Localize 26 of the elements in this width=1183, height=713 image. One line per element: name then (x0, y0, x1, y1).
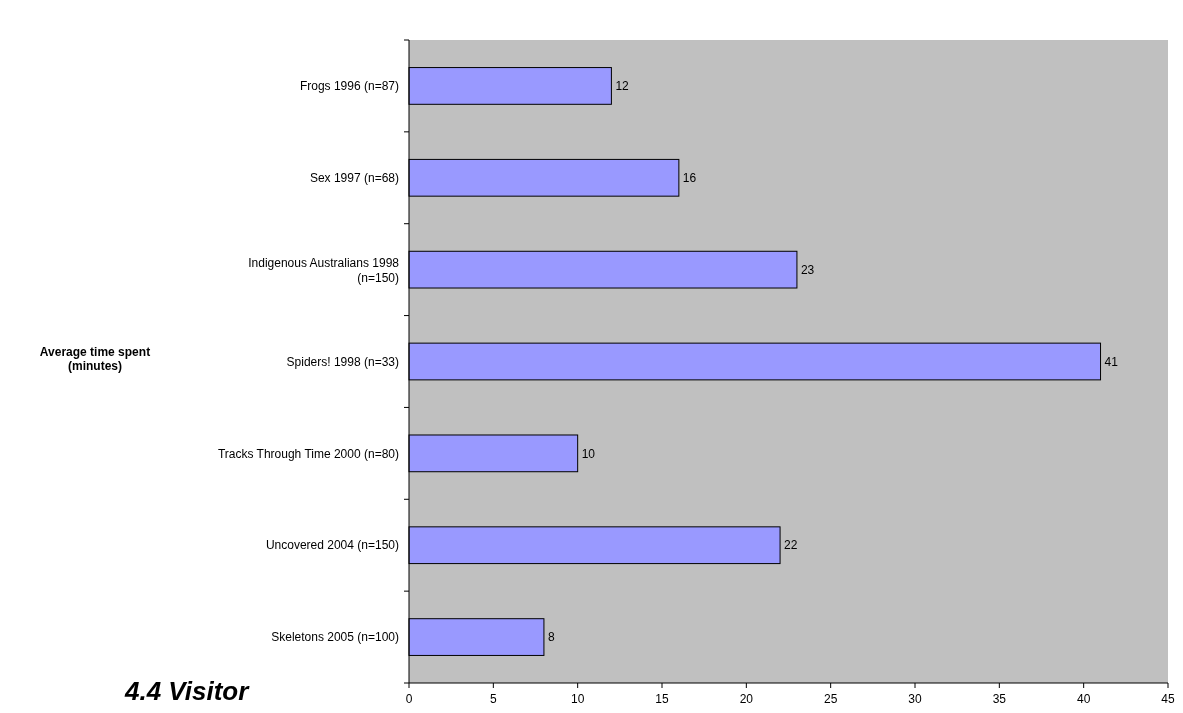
data-label: 8 (547, 630, 555, 645)
x-tick-label: 5 (489, 692, 497, 706)
y-tick-label: Sex 1997 (n=68) (309, 170, 399, 185)
text: Average time spent (minutes) (39, 344, 151, 373)
x-tick-label: 25 (823, 692, 838, 706)
x-tick-label: 0 (405, 692, 413, 706)
x-tick-label: 35 (992, 692, 1007, 706)
text: 4.4 Visitor (124, 676, 251, 706)
x-tick-label: 10 (570, 692, 585, 706)
y-tick-label: Uncovered 2004 (n=150) (265, 538, 399, 553)
data-label: 41 (1104, 354, 1119, 369)
x-tick-label: 20 (739, 692, 754, 706)
x-tick-label: 15 (655, 692, 669, 706)
data-label: 23 (800, 262, 815, 277)
x-tick-label: 40 (1076, 692, 1091, 706)
y-tick-label: Frogs 1996 (n=87) (299, 79, 399, 94)
y-tick-label: Indigenous Australians 1998 (n=150) (248, 255, 400, 286)
data-label: 10 (581, 446, 596, 461)
data-label: 22 (784, 538, 798, 553)
y-tick-label: Skeletons 2005 (n=100) (271, 630, 399, 645)
y-tick-label: Spiders! 1998 (n=33) (286, 354, 399, 369)
x-tick-label: 45 (1161, 692, 1175, 706)
data-label: 12 (615, 79, 630, 94)
x-tick-label: 30 (908, 692, 922, 706)
y-tick-label: Tracks Through Time 2000 (n=80) (217, 446, 399, 461)
data-label: 16 (682, 170, 697, 185)
